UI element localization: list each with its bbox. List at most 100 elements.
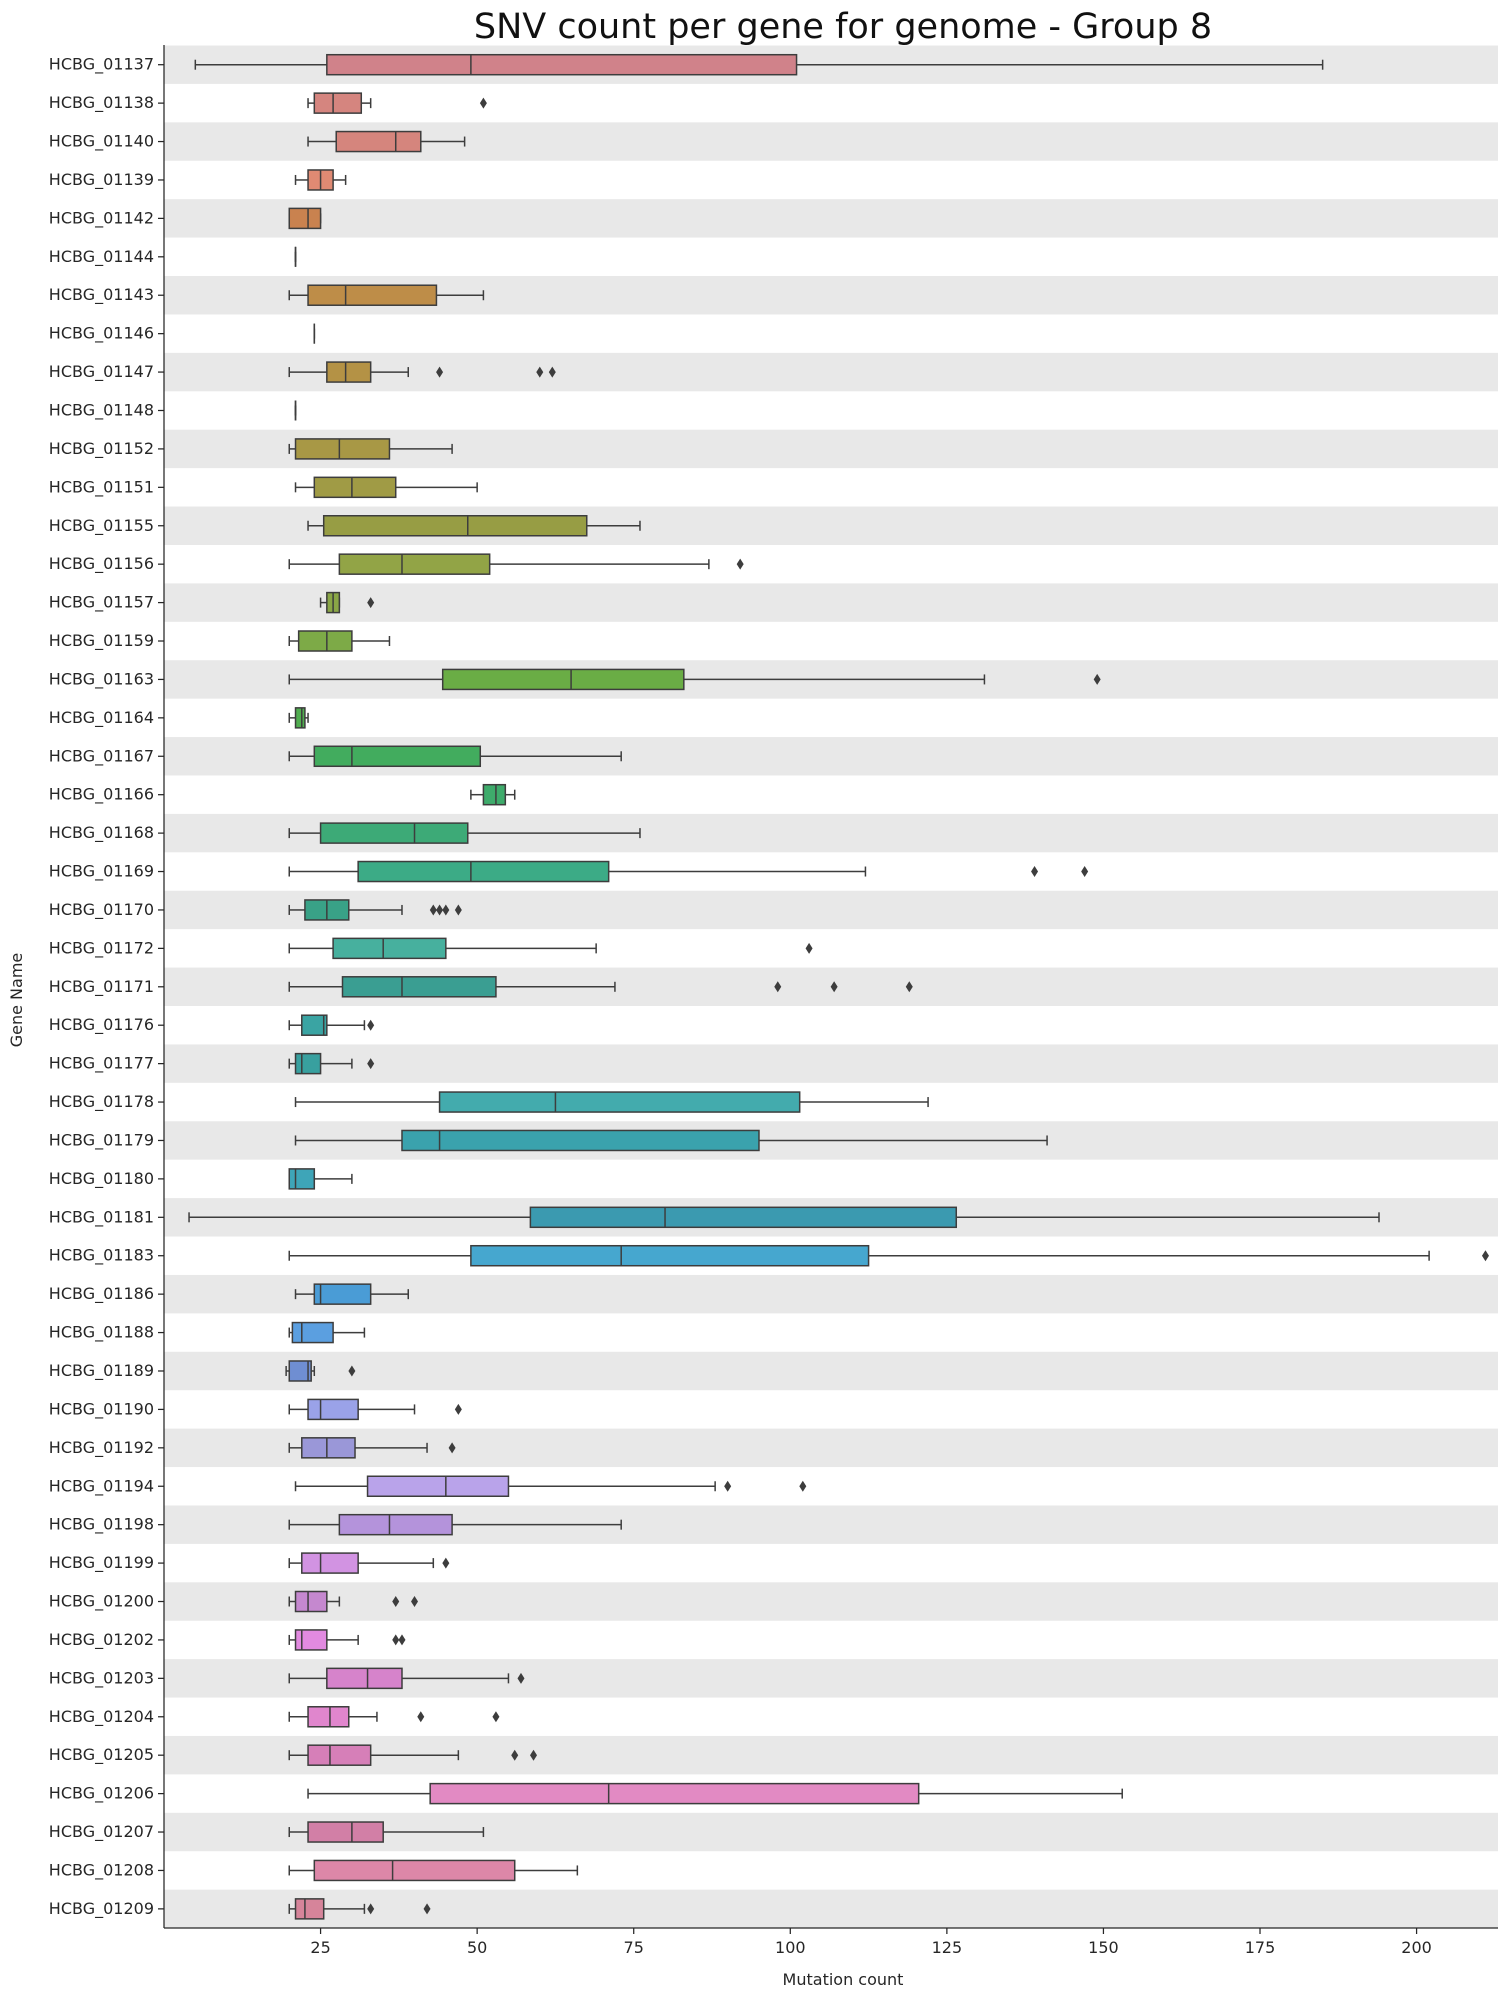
- gene-box-HCBG_01203: [288, 1667, 525, 1690]
- box-iqr: [288, 1168, 316, 1190]
- box-iqr: [529, 1206, 958, 1229]
- outlier-point: [417, 1711, 425, 1723]
- gene-box-HCBG_01207: [288, 1821, 485, 1843]
- box-iqr: [341, 976, 497, 998]
- y-tick-label: HCBG_01188: [49, 1323, 154, 1343]
- box-iqr: [326, 1667, 403, 1690]
- y-tick-label: HCBG_01171: [49, 977, 154, 997]
- box-iqr: [401, 1129, 760, 1152]
- gene-box-HCBG_01192: [288, 1437, 456, 1459]
- gene-box-HCBG_01169: [288, 860, 1089, 883]
- gene-box-HCBG_01156: [288, 553, 744, 575]
- box-iqr: [301, 1552, 359, 1574]
- gene-box-HCBG_01152: [288, 438, 453, 460]
- gene-box-HCBG_01189: [285, 1360, 356, 1382]
- outlier-point: [511, 1749, 519, 1761]
- y-tick-label: HCBG_01199: [49, 1553, 154, 1573]
- outlier-point: [436, 366, 444, 378]
- gene-box-HCBG_01176: [288, 1014, 375, 1036]
- box-iqr: [307, 1398, 359, 1421]
- outlier-point: [774, 981, 782, 993]
- gene-box-HCBG_01157: [319, 591, 375, 614]
- box-iqr: [429, 1782, 920, 1805]
- gene-box-HCBG_01202: [288, 1629, 406, 1651]
- outlier-point: [411, 1596, 419, 1608]
- y-tick-label: HCBG_01147: [49, 362, 154, 382]
- box-iqr: [294, 1590, 328, 1613]
- gene-box-HCBG_01139: [294, 169, 347, 191]
- gene-box-HCBG_01143: [288, 284, 485, 306]
- y-tick-label: HCBG_01202: [49, 1630, 154, 1650]
- y-tick-label: HCBG_01151: [49, 477, 154, 497]
- y-tick-label: HCBG_01163: [49, 669, 154, 689]
- outlier-point: [448, 1442, 456, 1454]
- box-iqr: [291, 1321, 334, 1344]
- outlier-point: [442, 904, 450, 916]
- gene-box-HCBG_01188: [288, 1321, 366, 1344]
- gene-box-HCBG_01178: [294, 1091, 929, 1113]
- y-tick-label: HCBG_01203: [49, 1668, 154, 1688]
- gene-box-HCBG_01209: [288, 1898, 431, 1920]
- y-tick-label: HCBG_01207: [49, 1822, 154, 1842]
- box-iqr: [335, 130, 422, 153]
- outlier-point: [348, 1365, 356, 1377]
- y-tick-label: HCBG_01157: [49, 593, 154, 613]
- gene-box-HCBG_01151: [294, 476, 478, 499]
- y-tick-label: HCBG_01208: [49, 1860, 154, 1880]
- row-stripe: [164, 583, 1498, 622]
- y-tick-label: HCBG_01159: [49, 631, 154, 651]
- y-tick-label: HCBG_01167: [49, 746, 154, 766]
- y-tick-label: HCBG_01148: [49, 400, 154, 420]
- outlier-point: [905, 981, 913, 993]
- box-iqr: [326, 361, 372, 383]
- box-iqr: [294, 707, 306, 729]
- row-stripe: [164, 199, 1498, 238]
- gene-box-HCBG_01177: [288, 1052, 375, 1075]
- outlier-point: [517, 1672, 525, 1684]
- x-tick-label: 150: [1088, 1938, 1119, 1957]
- outlier-point: [367, 1019, 375, 1031]
- y-tick-label: HCBG_01177: [49, 1054, 154, 1074]
- box-iqr: [294, 1629, 328, 1651]
- box-iqr: [326, 53, 798, 76]
- y-tick-label: HCBG_01204: [49, 1707, 154, 1727]
- x-tick-label: 100: [775, 1938, 806, 1957]
- outlier-point: [1481, 1250, 1489, 1262]
- gene-box-HCBG_01181: [188, 1206, 1380, 1229]
- outlier-point: [454, 1403, 462, 1415]
- chart-title: SNV count per gene for genome - Group 8: [474, 7, 1212, 47]
- y-tick-label: HCBG_01180: [49, 1169, 154, 1189]
- y-tick-label: HCBG_01155: [49, 516, 154, 536]
- gene-box-HCBG_01164: [288, 707, 309, 729]
- outlier-point: [1081, 866, 1089, 878]
- x-ticks: 25 50 75 100 125 150 175 200: [310, 1928, 1432, 1957]
- box-iqr: [313, 745, 482, 768]
- y-tick-label: HCBG_01156: [49, 554, 154, 574]
- box-iqr: [301, 1437, 356, 1459]
- x-tick-label: 200: [1401, 1938, 1432, 1957]
- outlier-point: [830, 981, 838, 993]
- y-tick-label: HCBG_01139: [49, 170, 154, 190]
- box-iqr: [319, 822, 469, 844]
- gene-box-HCBG_01199: [288, 1552, 450, 1574]
- y-tick-label: HCBG_01140: [49, 132, 154, 152]
- x-axis-label: Mutation count: [783, 1970, 904, 1989]
- y-tick-label: HCBG_01181: [49, 1207, 154, 1227]
- y-tick-label: HCBG_01206: [49, 1784, 154, 1804]
- outlier-point: [736, 558, 744, 570]
- box-iqr: [366, 1475, 510, 1497]
- box-iqr: [322, 515, 588, 537]
- box-iqr: [470, 1244, 870, 1267]
- y-tick-label: HCBG_01144: [49, 247, 154, 267]
- gene-box-HCBG_01138: [307, 92, 487, 114]
- box-iqr: [307, 1821, 384, 1843]
- outlier-point: [724, 1480, 732, 1492]
- y-tick-label: HCBG_01168: [49, 823, 154, 843]
- x-tick-label: 125: [932, 1938, 963, 1957]
- gene-box-HCBG_01168: [288, 822, 641, 844]
- gene-box-HCBG_01190: [288, 1398, 462, 1421]
- y-tick-label: HCBG_01200: [49, 1592, 154, 1612]
- y-tick-label: HCBG_01194: [49, 1476, 154, 1496]
- box-iqr: [357, 860, 610, 883]
- gene-box-HCBG_01170: [288, 899, 462, 921]
